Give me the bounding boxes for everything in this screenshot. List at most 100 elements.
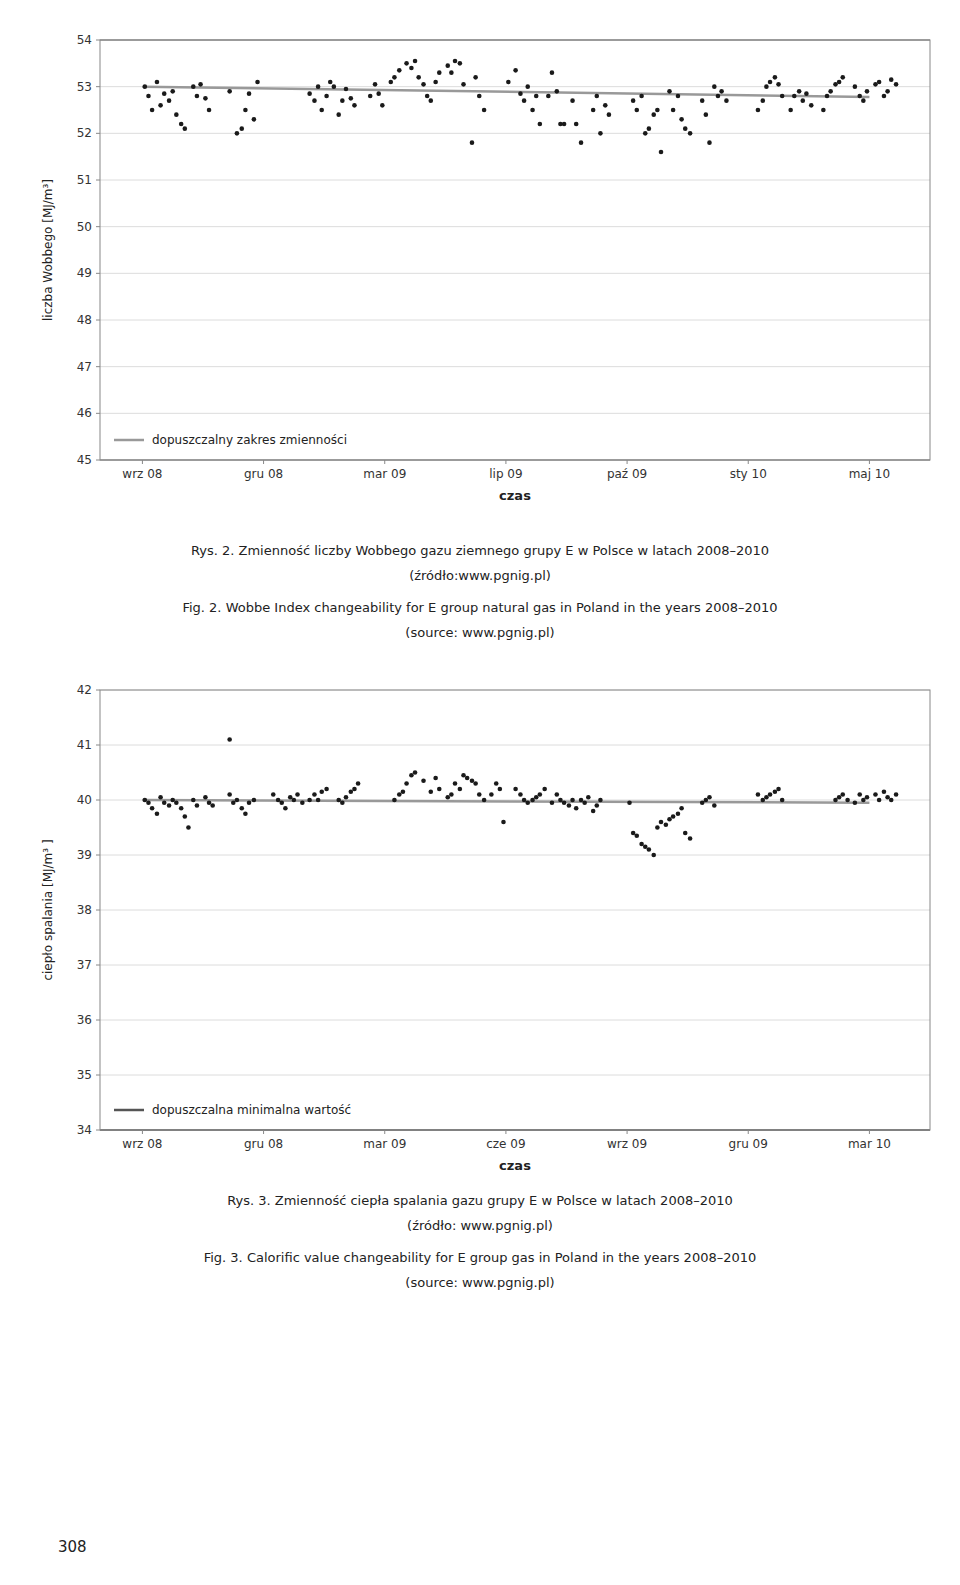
scatter-point [760,98,765,103]
scatter-point [773,75,778,80]
caption: (źródło:www.pgnig.pl) [409,568,551,583]
grid-line [100,180,930,181]
scatter-point [276,798,281,803]
x-tick-label: lip 09 [489,467,522,481]
y-tick [96,273,100,274]
x-tick [142,1130,143,1134]
scatter-point [344,87,349,92]
scatter-point [833,798,838,803]
scatter-point [594,803,599,808]
scatter-point [676,94,681,99]
y-tick [96,910,100,911]
scatter-point [404,781,409,786]
scatter-point [707,795,712,800]
scatter-point [570,798,575,803]
scatter-point [861,98,866,103]
y-tick-label: 40 [77,793,92,807]
scatter-point [894,82,899,87]
scatter-point [421,778,426,783]
x-tick [384,1130,385,1134]
x-tick-label: gru 09 [729,1137,768,1151]
scatter-point [700,800,705,805]
scatter-point [247,91,252,96]
scatter-point [465,776,470,781]
scatter-point [167,803,172,808]
scatter-point [470,140,475,145]
scatter-point [756,108,761,113]
y-tick [96,413,100,414]
y-axis: 45464748495051525354 [77,33,100,467]
y-tick [96,320,100,321]
scatter-point [473,781,478,786]
scatter-point [719,89,724,94]
grid-line [100,366,930,367]
scatter-point [780,94,785,99]
scatter-point [207,108,212,113]
scatter-point [470,778,475,783]
scatter-point [416,75,421,80]
x-tick [627,1130,628,1134]
scatter-point [295,792,300,797]
scatter-series [227,737,232,742]
x-axis-label: czas [499,1158,531,1173]
scatter-point [413,59,418,64]
scatter-point [688,131,693,136]
scatter-point [853,800,858,805]
scatter-point [449,792,454,797]
scatter-point [332,84,337,89]
y-tick-label: 38 [77,903,92,917]
scatter-point [349,789,354,794]
y-axis: 343536373839404142 [77,683,100,1137]
caption: Fig. 2. Wobbe Index changeability for E … [182,600,777,615]
scatter-point [283,806,288,811]
grid-line [100,133,930,134]
scatter-point [542,787,547,792]
scatter-point [647,847,652,852]
y-axis-label: ciepło spalania [MJ/m³ ] [41,839,55,980]
scatter-point [312,98,317,103]
scatter-point [300,800,305,805]
scatter-point [837,795,842,800]
x-tick-label: paź 09 [607,467,647,481]
scatter-point [428,98,433,103]
scatter-point [570,98,575,103]
scatter-point [458,61,463,66]
scatter-point [788,108,793,113]
scatter-point [198,82,203,87]
scatter-point [255,80,260,85]
scatter-point [352,103,357,108]
scatter-point [231,800,236,805]
scatter-point [882,789,887,794]
scatter-point [586,795,591,800]
scatter-point [679,117,684,122]
y-tick-label: 41 [77,738,92,752]
scatter-point [579,798,584,803]
scatter-point [574,122,579,127]
scatter-point [558,798,563,803]
scatter-point [183,814,188,819]
scatter-point [210,803,215,808]
scatter-point [235,131,240,136]
scatter-point [174,800,179,805]
grid-line [100,745,930,746]
caption: (source: www.pgnig.pl) [405,1275,554,1290]
scatter-point [227,792,232,797]
scatter-point [651,112,656,117]
scatter-point [598,131,603,136]
scatter-point [591,809,596,814]
scatter-point [643,844,648,849]
scatter-point [324,94,329,99]
scatter-point [195,94,200,99]
scatter-point [506,80,511,85]
scatter-point [634,108,639,113]
scatter-point [562,800,567,805]
scatter-point [243,811,248,816]
scatter-point [433,776,438,781]
x-tick-label: gru 08 [244,1137,283,1151]
scatter-point [828,89,833,94]
plot-background [100,40,930,460]
scatter-point [183,126,188,131]
y-tick [96,1075,100,1076]
scatter-point [158,795,163,800]
y-tick-label: 46 [77,406,92,420]
